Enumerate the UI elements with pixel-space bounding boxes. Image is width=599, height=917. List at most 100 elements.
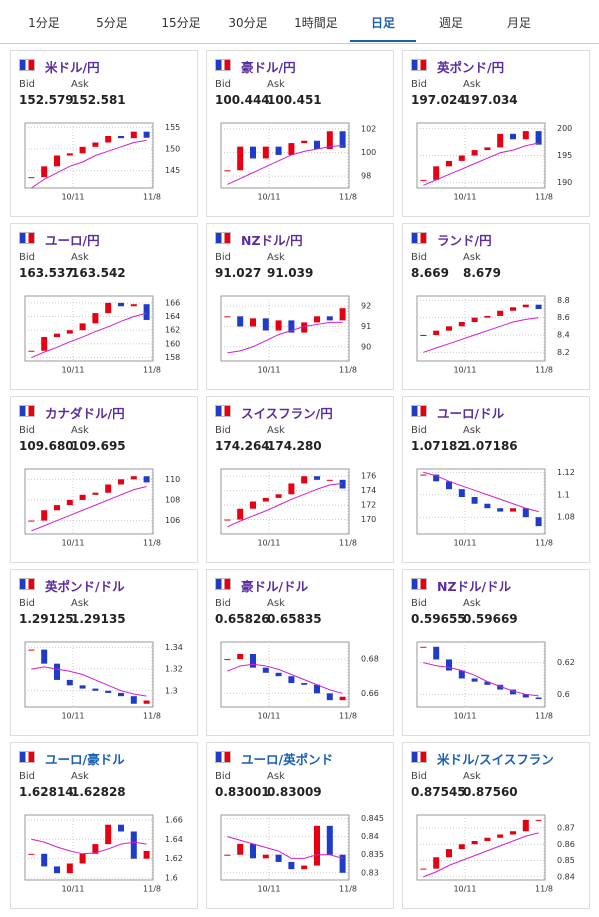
x-tick-label: 10/11 [257,366,280,375]
y-tick-label: 166 [165,298,180,307]
candle [41,853,48,867]
rate-panel[interactable]: 豪ドル/円 Bid Ask 100.444 100.451 98 100 102 10/11 11… [206,50,394,217]
flag [411,232,427,244]
y-tick-label: 0.6 [557,690,570,699]
tab[interactable]: 5分足 [96,16,128,30]
pair-title: 英ポンド/ドル [45,579,125,594]
chart-frame [416,641,546,708]
rate-panel[interactable]: ランド/円 Bid Ask 8.669 8.679 8.2 8.4 8.6 8.8 10/11 11… [402,223,590,390]
candle [92,844,99,854]
ask-label: Ask [267,79,285,90]
candle [105,690,112,693]
mini-chart: 145 150 155 10/11 11/8 [24,122,180,202]
y-tick-label: 8.6 [557,313,570,322]
tab[interactable]: 1分足 [28,16,60,30]
pair-title: カナダドル/円 [45,406,125,421]
rate-panel[interactable]: 豪ドル/ドル Bid Ask 0.65826 0.65835 0.66 0.68 10/11 1… [206,569,394,736]
mini-chart: 106 108 110 10/11 11/8 [24,468,180,548]
flag [215,751,231,763]
mini-chart: 0.66 0.68 10/11 11/8 [220,641,379,721]
rate-panel[interactable]: 米ドル/スイスフラン Bid Ask 0.87545 0.87560 0.84 0.85 0.… [402,742,590,909]
candle [237,843,244,855]
candle [66,330,73,334]
tab[interactable]: 日足 [350,14,416,42]
candle [471,678,478,682]
pair-title: ユーロ/ドル [437,406,505,421]
chart-frame [24,641,154,708]
candle [497,133,504,148]
x-tick-label: 10/11 [453,539,476,548]
x-tick-label: 10/11 [257,193,280,202]
pair-title: 豪ドル/ドル [241,579,309,594]
rate-panel[interactable]: 英ポンド/円 Bid Ask 197.024 197.034 190 195 200 10/11… [402,50,590,217]
rate-panel[interactable]: スイスフラン/円 Bid Ask 174.264 174.280 170 172 174 176… [206,396,394,563]
candle [224,854,231,856]
candle [143,700,150,704]
candle [446,481,452,490]
candle [458,670,465,679]
rate-panel[interactable]: ユーロ/円 Bid Ask 163.537 163.542 158 160 162 164 166… [10,223,198,390]
bid-value: 0.83001 [215,785,270,799]
candle [420,646,427,648]
candle [288,320,295,333]
tab[interactable]: 15分足 [161,16,201,30]
candle [105,302,112,314]
candle [92,313,99,324]
y-tick-label: 164 [165,312,180,321]
candle [28,853,35,855]
candle [510,133,516,140]
candle [54,333,60,338]
candle [420,335,427,336]
bid-label: Bid [19,598,35,609]
y-tick-label: 1.12 [557,468,575,477]
candle [497,508,504,512]
tab[interactable]: 週足 [438,16,463,30]
ask-label: Ask [463,79,481,90]
moving-average [31,838,147,855]
chart-frame [220,122,350,189]
chart-frame [220,295,350,362]
mini-chart: 1.3 1.32 1.34 10/11 11/8 [24,641,183,721]
candle [339,479,346,489]
rate-panel[interactable]: 英ポンド/ドル Bid Ask 1.29125 1.29135 1.3 1.32 1.34 10… [10,569,198,736]
flag [19,578,35,590]
pair-title: NZドル/円 [241,233,303,248]
rate-panel[interactable]: 米ドル/円 Bid Ask 152.579 152.581 145 150 155 10/11 1… [10,50,198,217]
y-tick-label: 1.64 [165,835,183,844]
y-tick-label: 155 [165,123,180,132]
tab[interactable]: 1時間足 [294,16,338,30]
flag [411,578,427,590]
candle [522,819,529,832]
candle [54,505,60,511]
candle [66,153,73,156]
candle [458,489,465,498]
rate-panel[interactable]: ユーロ/豪ドル Bid Ask 1.62814 1.62828 1.6 1.62 1.64 1.… [10,742,198,909]
candle [118,479,124,485]
candle [105,824,112,845]
candle [471,150,478,156]
bid-label: Bid [215,425,231,436]
candle [326,479,333,481]
mini-chart: 0.84 0.85 0.86 0.87 10/11 11/8 [416,814,575,894]
x-tick-label: 11/8 [535,193,553,202]
candle [301,476,308,484]
x-tick-label: 11/8 [143,885,161,894]
candle [250,653,256,668]
candle [484,315,491,318]
ask-value: 1.07186 [463,439,518,453]
rate-panel[interactable]: ユーロ/英ポンド Bid Ask 0.83001 0.83009 0.83 0.835 0.8… [206,742,394,909]
candle [288,676,295,684]
moving-average [423,317,539,353]
rate-panel[interactable]: カナダドル/円 Bid Ask 109.680 109.695 106 108 110 10/1… [10,396,198,563]
rate-panel[interactable]: NZドル/円 Bid Ask 91.027 91.039 90 91 92 10/11 11/8 [206,223,394,390]
tab[interactable]: 30分足 [228,16,268,30]
tab[interactable]: 月足 [506,16,531,30]
bid-value: 1.62814 [19,785,74,799]
candle [275,146,282,155]
rate-panel[interactable]: NZドル/ドル Bid Ask 0.59655 0.59669 0.6 0.62 10/11 1… [402,569,590,736]
ask-value: 1.29135 [71,612,126,626]
bid-label: Bid [19,771,35,782]
rate-panel[interactable]: ユーロ/ドル Bid Ask 1.07182 1.07186 1.08 1.1 1.12 10/… [402,396,590,563]
candle [130,831,137,859]
ask-value: 1.62828 [71,785,126,799]
